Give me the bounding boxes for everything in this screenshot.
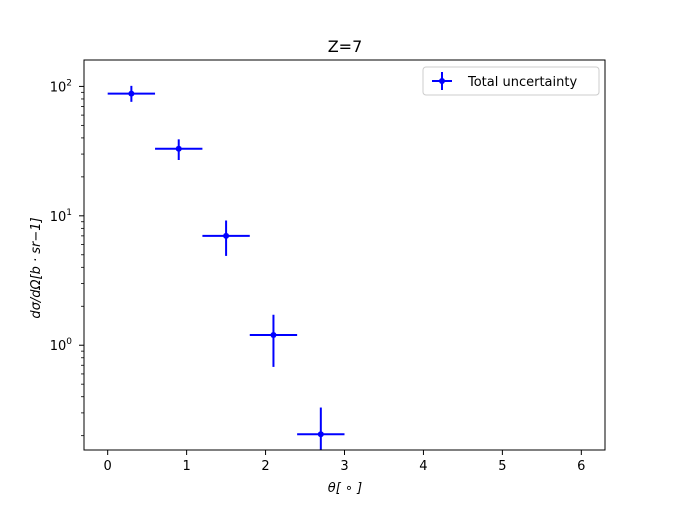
data-point — [175, 145, 182, 152]
x-tick-label: 2 — [261, 459, 269, 474]
data-point-group — [155, 139, 203, 160]
x-tick-label: 3 — [340, 459, 348, 474]
y-tick-label: 100 — [50, 337, 73, 354]
legend-box — [422, 66, 600, 96]
y-tick-label: 102 — [50, 78, 72, 95]
x-tick-label: 6 — [577, 459, 585, 474]
data-point-group — [202, 220, 250, 256]
y-axis-label: dσ/dΩ[b · sr−1] — [29, 217, 44, 318]
y-tick-label: 101 — [50, 208, 72, 225]
chart-title: Z=7 — [328, 37, 363, 56]
data-point — [128, 90, 135, 97]
plot-area — [107, 85, 345, 450]
axes: 0 1 2 3 4 5 6 100 101 102 — [50, 59, 606, 474]
x-tick-label: 5 — [498, 459, 506, 474]
data-point — [317, 431, 324, 438]
data-point — [223, 232, 230, 239]
legend-marker — [439, 78, 445, 84]
data-point — [270, 331, 277, 338]
legend: Total uncertainty — [422, 66, 600, 96]
legend-label: Total uncertainty — [467, 75, 577, 90]
x-tick-label: 0 — [104, 459, 112, 474]
data-point-group — [297, 407, 345, 450]
x-axis-label: θ[ ∘ ] — [328, 481, 363, 496]
x-tick-label: 1 — [182, 459, 190, 474]
data-point-group — [249, 314, 298, 367]
data-point-group — [107, 85, 156, 102]
x-tick-label: 4 — [419, 459, 427, 474]
